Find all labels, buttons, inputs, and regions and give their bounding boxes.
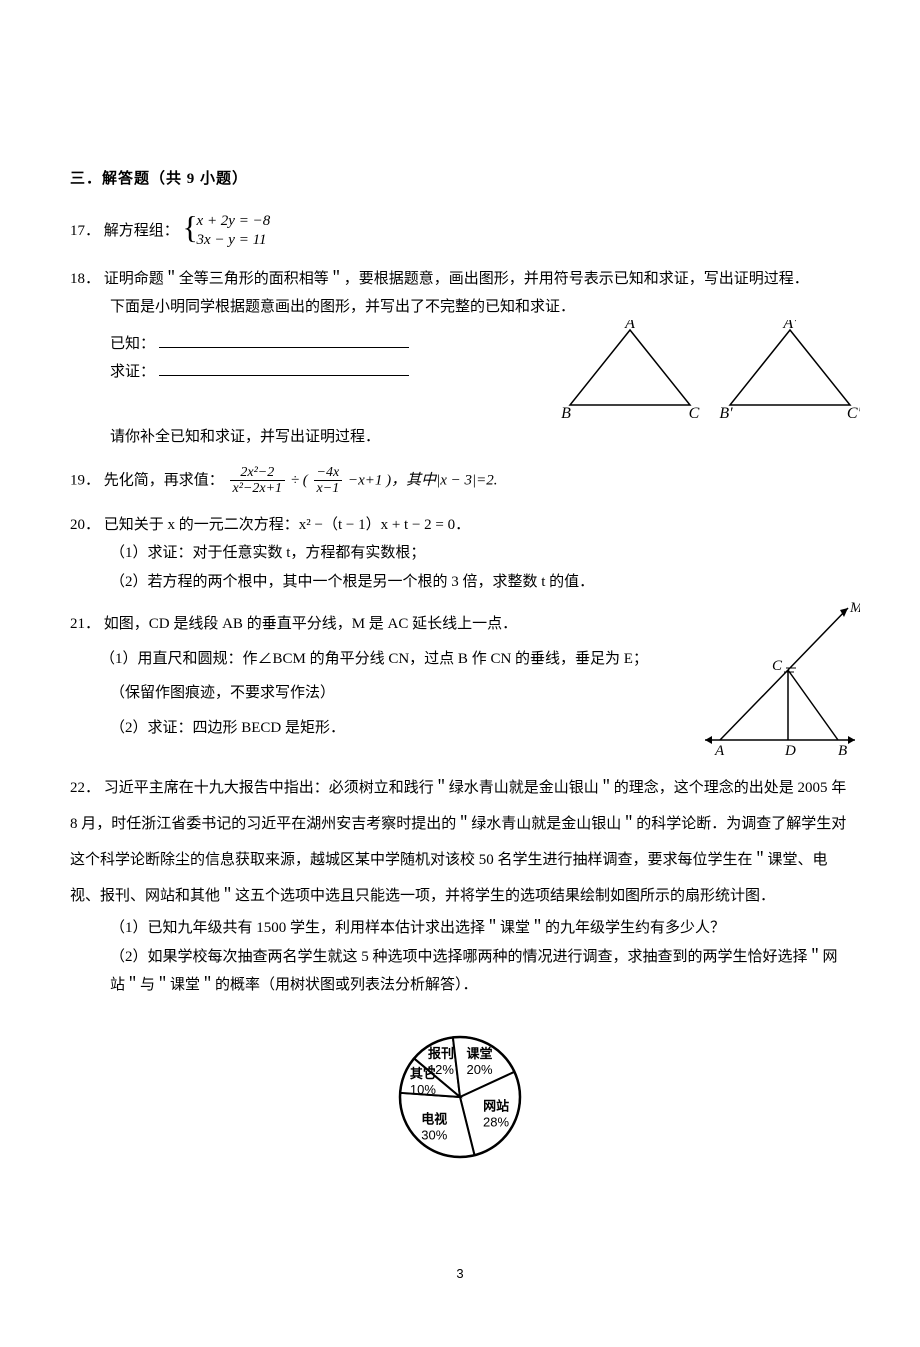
problem-number: 22． [70,780,100,796]
label-C-prime: C′ [847,405,860,420]
problem-19: 19． 先化简，再求值： 2x²−2 x²−2x+1 ÷ ( −4x x−1 −… [70,465,850,497]
figure-geometry: A D B C M [700,600,860,760]
problem-text-line2: 下面是小明同学根据题意画出的图形，并写出了不完整的已知和求证． [70,293,850,322]
section-header: 三．解答题（共 9 小题） [70,165,850,194]
fraction-2: −4x x−1 [314,465,343,497]
pie-slice-pct: 10% [410,1082,436,1097]
label-C: C [689,405,700,420]
equation-1: x + 2y = −8 [197,212,271,232]
pie-slice-pct: 20% [466,1062,492,1077]
pie-slice-label: 其它 [410,1066,436,1081]
label-A-prime: A′ [782,320,797,332]
problem-20-part2: （2）若方程的两个根中，其中一个根是另一个根的 3 倍，求整数 t 的值． [70,568,850,597]
problem-20: 20． 已知关于 x 的一元二次方程：x² −（t − 1）x + t − 2 … [70,511,850,597]
problem-number: 20． [70,517,100,533]
problem-text-b: −x+1 )，其中|x − 3|=2. [348,472,498,488]
equation-2: 3x − y = 11 [197,231,271,251]
problem-text: 解方程组： [104,222,179,238]
problem-20-part1: （1）求证：对于任意实数 t，方程都有实数根； [70,539,850,568]
problem-number: 17． [70,222,100,238]
problem-intro: 如图，CD 是线段 AB 的垂直平分线，M 是 AC 延长线上一点． [104,616,517,632]
label-B: B [838,743,847,759]
pie-slice-label: 网站 [483,1098,509,1113]
problem-intro: 已知关于 x 的一元二次方程：x² −（t − 1）x + t − 2 = 0． [104,517,470,533]
page-number: 3 [70,1262,850,1287]
equation-system: x + 2y = −8 3x − y = 11 [183,212,271,251]
fraction-1-den: x²−2x+1 [230,481,286,496]
figure-pie-chart: 报刊12%课堂20%网站28%电视30%其它10% [375,1012,545,1172]
problem-text-line1: 证明命题＂全等三角形的面积相等＂，要根据题意，画出图形，并用符号表示已知和求证，… [104,271,809,287]
label-M: M [849,600,860,616]
problem-number: 19． [70,472,100,488]
fraction-2-den: x−1 [314,481,343,496]
fraction-2-num: −4x [314,465,343,481]
problem-text-a: 先化简，再求值： [104,472,224,488]
problem-18: 18． 证明命题＂全等三角形的面积相等＂，要根据题意，画出图形，并用符号表示已知… [70,265,850,452]
problem-number: 21． [70,616,100,632]
fraction-1-num: 2x²−2 [230,465,286,481]
label-D: D [784,743,796,759]
problem-17: 17． 解方程组： x + 2y = −8 3x − y = 11 [70,212,850,251]
problem-18-footer: 请你补全已知和求证，并写出证明过程． [70,423,850,452]
pie-slice-pct: 28% [483,1114,509,1129]
pie-slice-label: 课堂 [467,1046,493,1061]
blank-prove [159,362,409,376]
problem-22: 22． 习近平主席在十九大报告中指出：必须树立和践行＂绿水青山就是金山银山＂的理… [70,770,850,1182]
problem-paragraph: 习近平主席在十九大报告中指出：必须树立和践行＂绿水青山就是金山银山＂的理念，这个… [70,780,846,904]
problem-22-part2: （2）如果学校每次抽查两名学生就这 5 种选项中选择哪两种的情况进行调查，求抽查… [70,943,850,1000]
prove-label: 求证： [110,364,155,380]
figure-congruent-triangles: A B C A′ B′ C′ [560,320,860,420]
label-C: C [772,658,783,674]
problem-21: 21． 如图，CD 是线段 AB 的垂直平分线，M 是 AC 延长线上一点． （… [70,610,850,742]
pie-slice-label: 报刊 [428,1046,454,1061]
problem-number: 18． [70,271,100,287]
label-A: A [714,743,725,759]
fraction-1: 2x²−2 x²−2x+1 [230,465,286,497]
pie-slice-label: 电视 [421,1111,447,1126]
label-B: B [561,405,571,420]
label-B-prime: B′ [719,405,733,420]
blank-known [159,334,409,348]
divide-op: ÷ ( [291,472,308,488]
known-label: 已知： [110,336,155,352]
pie-slice-pct: 30% [421,1127,447,1142]
problem-22-part1: （1）已知九年级共有 1500 学生，利用样本估计求出选择＂课堂＂的九年级学生约… [70,914,850,943]
label-A: A [624,320,635,332]
